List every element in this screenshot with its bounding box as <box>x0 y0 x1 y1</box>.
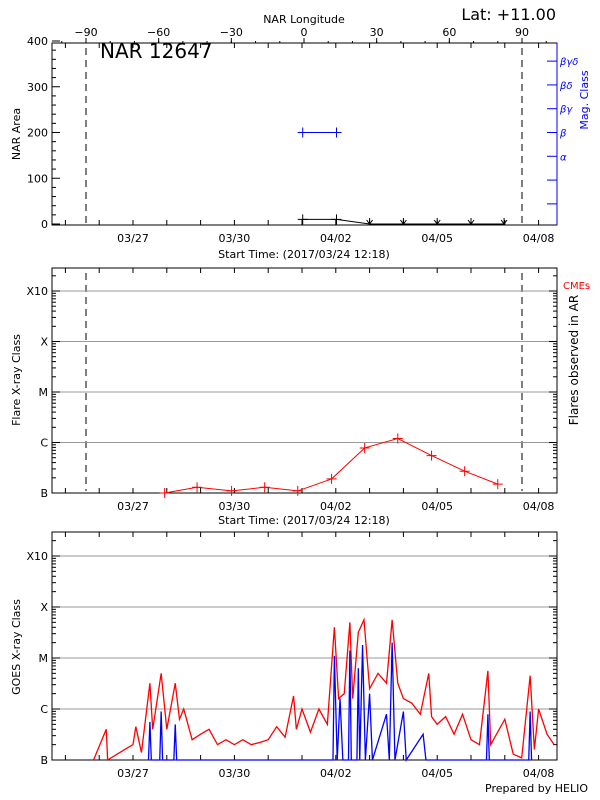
area-point <box>331 214 342 225</box>
flare-point <box>392 433 403 444</box>
y-tick-label: X <box>40 601 48 614</box>
lon-tick-label: 60 <box>442 26 456 39</box>
mag-class-label: βγ <box>559 105 573 116</box>
x-tick-label: 03/30 <box>219 232 251 245</box>
x-tick-label: 04/02 <box>320 767 352 780</box>
mag-class-label: β <box>559 129 567 140</box>
flare-point <box>326 473 337 484</box>
y-tick-label: 100 <box>27 172 48 185</box>
panel2-ylabel: Flare X-ray Class <box>10 334 23 426</box>
x-tick-label: 04/05 <box>421 232 453 245</box>
mag-class-point <box>297 127 308 138</box>
panel2-xlabel: Start Time: (2017/03/24 12:18) <box>218 514 390 527</box>
flare-point <box>492 479 503 490</box>
lon-tick-label: −90 <box>74 26 97 39</box>
lon-tick-label: −60 <box>147 26 170 39</box>
x-tick-label: 03/27 <box>117 232 149 245</box>
y-tick-label: 300 <box>27 81 48 94</box>
latitude-label: Lat: +11.00 <box>461 5 556 24</box>
flare-point <box>292 485 303 496</box>
y-tick-label: M <box>39 652 49 665</box>
flare-point <box>259 482 270 493</box>
panel3-ylabel: GOES X-ray Class <box>10 599 23 695</box>
lon-tick-label: −30 <box>220 26 243 39</box>
flare-point <box>459 466 470 477</box>
y-tick-label: B <box>40 487 48 500</box>
area-zero-arrow <box>366 218 373 225</box>
flare-point <box>359 442 370 453</box>
area-zero-arrow <box>467 218 475 225</box>
y-tick-label: M <box>39 386 49 399</box>
x-tick-label: 04/08 <box>523 767 555 780</box>
lon-tick-label: 30 <box>370 26 384 39</box>
area-zero-arrow <box>433 218 441 225</box>
x-tick-label: 04/02 <box>320 232 352 245</box>
x-tick-label: 04/08 <box>523 500 555 513</box>
area-point <box>297 214 308 225</box>
flares-observed-label: Flares observed in AR <box>567 295 581 425</box>
goes-long-line <box>92 617 555 762</box>
y-tick-label: X10 <box>26 550 48 563</box>
goes-short-line <box>147 642 533 763</box>
y-tick-label: C <box>40 703 48 716</box>
lon-tick-label: 0 <box>301 26 308 39</box>
mag-class-point <box>331 127 342 138</box>
x-tick-label: 03/30 <box>219 767 251 780</box>
top-axis-title: NAR Longitude <box>263 13 345 26</box>
y-tick-label: C <box>40 437 48 450</box>
y-tick-label: X <box>40 336 48 349</box>
mag-class-label: βγδ <box>559 57 578 68</box>
flare-point <box>159 488 170 498</box>
flare-point <box>192 482 203 493</box>
mag-class-label: α <box>560 152 567 163</box>
x-tick-label: 03/30 <box>219 500 251 513</box>
flare-point <box>426 450 437 461</box>
cme-legend: CMEs <box>563 281 590 292</box>
panel1-ylabel: NAR Area <box>10 108 23 160</box>
area-zero-arrow <box>500 218 508 225</box>
y-tick-label: X10 <box>26 285 48 298</box>
panel1-xlabel: Start Time: (2017/03/24 12:18) <box>218 248 390 261</box>
x-tick-label: 03/27 <box>117 500 149 513</box>
mag-class-label: βδ <box>559 81 573 92</box>
x-tick-label: 04/05 <box>421 500 453 513</box>
flare-line <box>164 437 498 494</box>
x-tick-label: 04/05 <box>421 767 453 780</box>
x-tick-label: 04/08 <box>523 232 555 245</box>
mag-class-axis-label: Mag. Class <box>578 70 591 129</box>
y-tick-label: 400 <box>27 35 48 48</box>
lon-tick-label: 90 <box>515 26 529 39</box>
y-tick-label: 200 <box>27 127 48 140</box>
x-tick-label: 03/27 <box>117 767 149 780</box>
area-zero-arrow <box>400 218 407 225</box>
y-tick-label: B <box>40 754 48 767</box>
y-tick-label: 0 <box>41 218 48 231</box>
panel2-frame <box>51 267 558 494</box>
flare-point <box>226 485 237 496</box>
panel1-frame <box>51 42 558 226</box>
footer-credit: Prepared by HELIO <box>485 782 588 795</box>
x-tick-label: 04/02 <box>320 500 352 513</box>
